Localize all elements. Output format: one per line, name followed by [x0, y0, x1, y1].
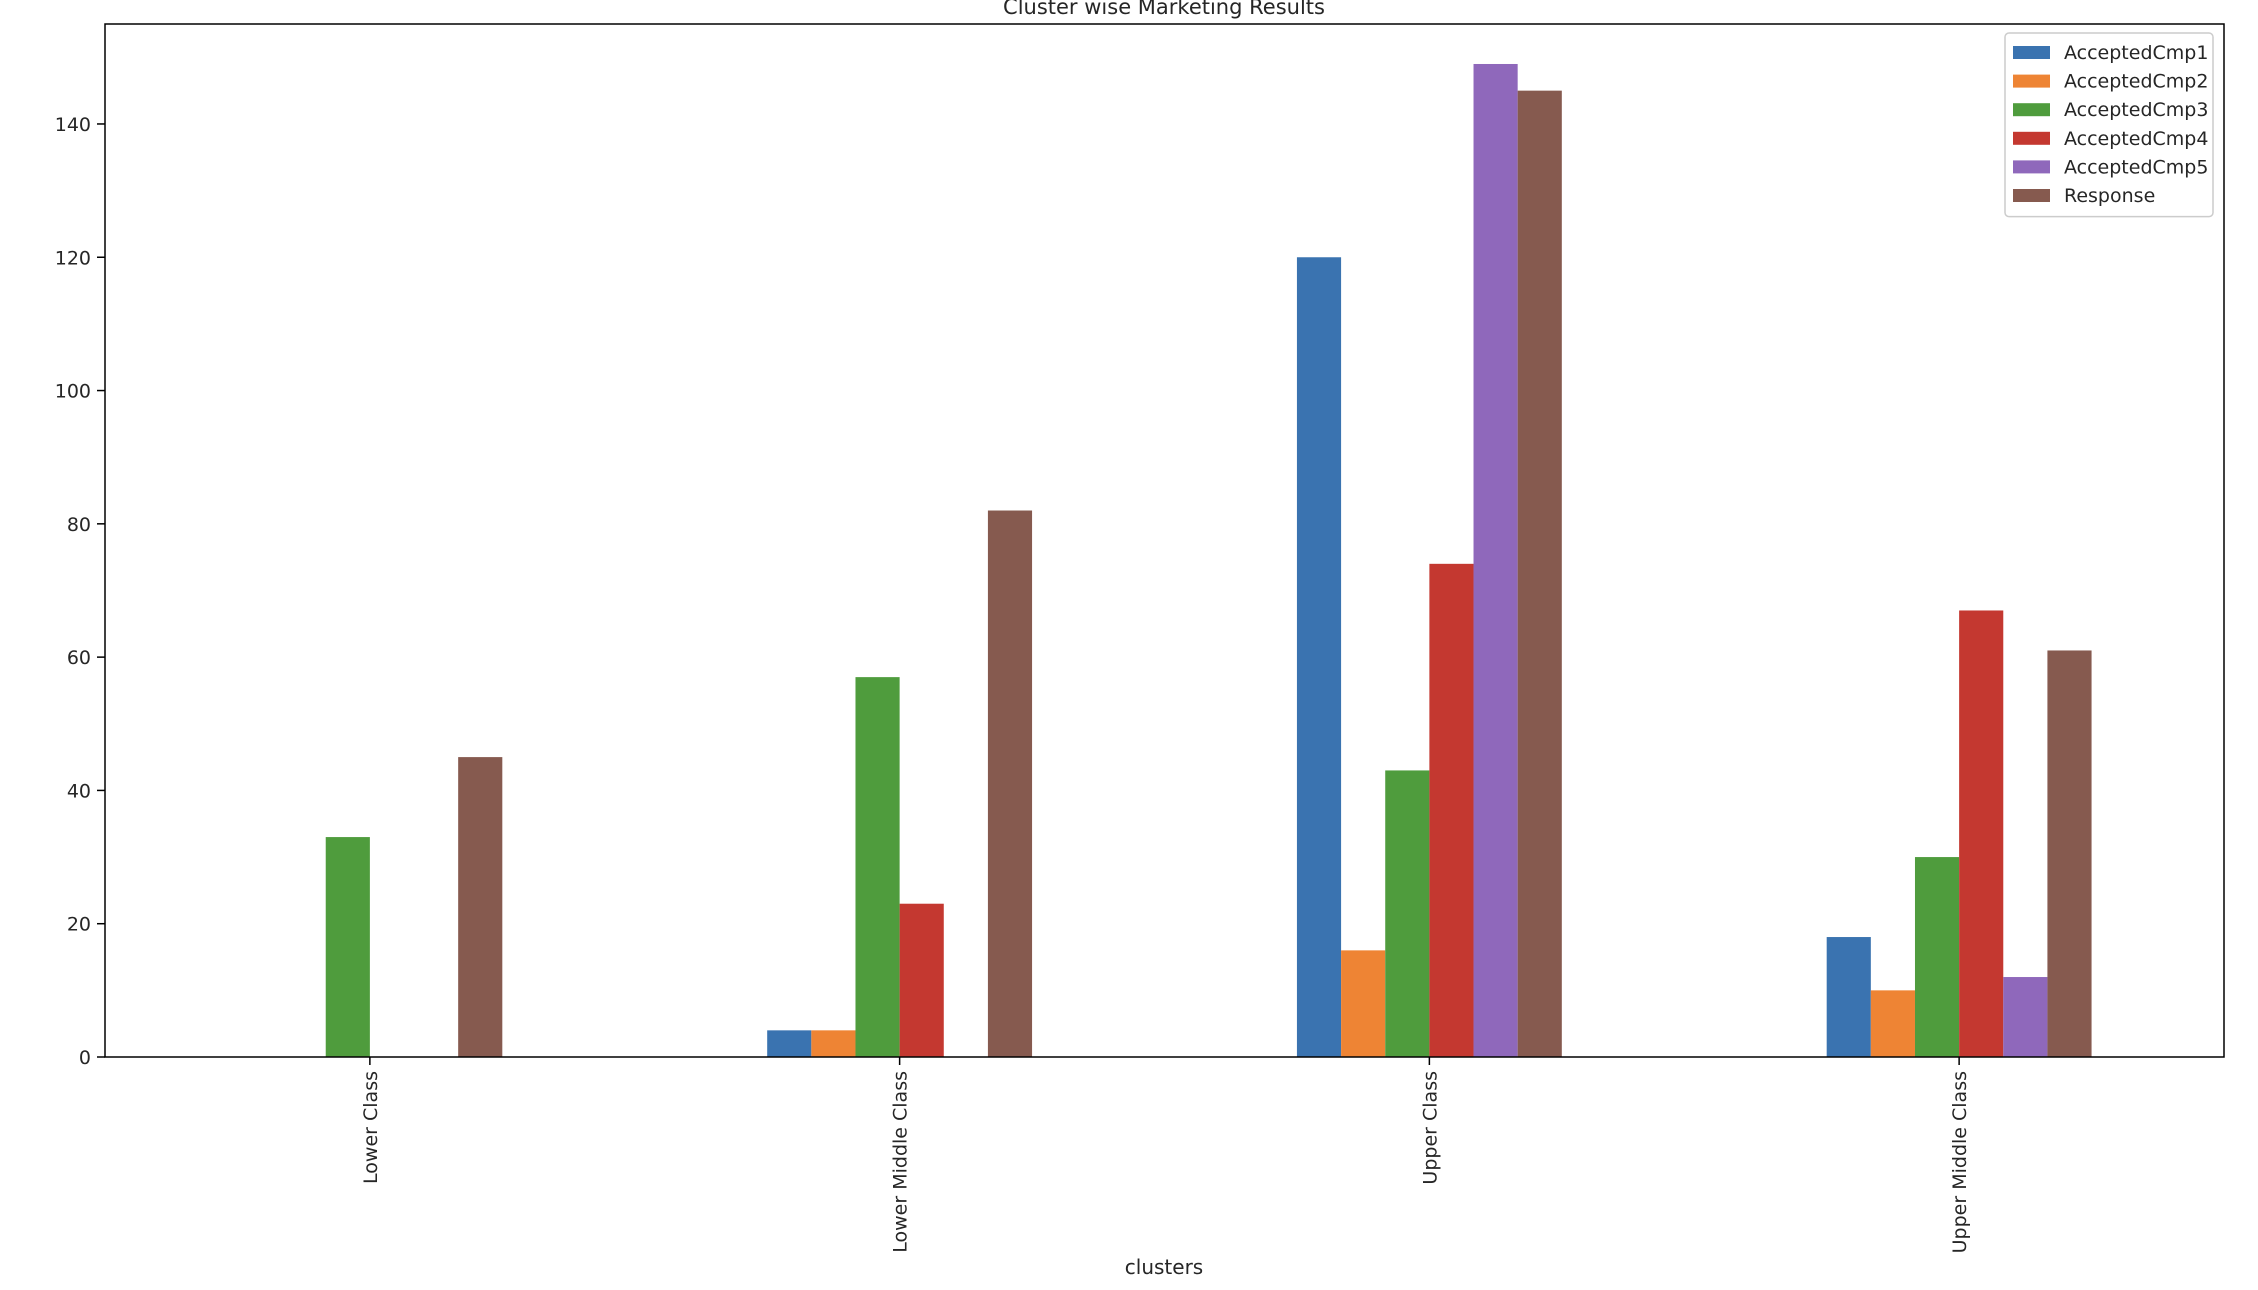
x-axis: Lower Class Lower Middle Class Upper Class… — [360, 1057, 1971, 1253]
x-tick-label: Upper Class — [1419, 1071, 1441, 1185]
x-tick-label: Upper Middle Class — [1949, 1071, 1971, 1253]
y-tick-label: 100 — [55, 381, 91, 403]
bar-response-1 — [987, 510, 1033, 1058]
plot-frame — [104, 23, 2225, 1058]
chart-title: Cluster wise Marketing Results — [1003, 0, 1325, 19]
legend-swatch — [2013, 160, 2050, 174]
legend-swatch — [2013, 74, 2050, 88]
y-tick-label: 0 — [79, 1047, 91, 1069]
x-tick-label: Lower Middle Class — [890, 1071, 912, 1253]
legend-label: AcceptedCmp2 — [2064, 71, 2208, 93]
x-tick-label: Lower Class — [360, 1071, 382, 1184]
bar-acceptedcmp2-1 — [811, 1030, 856, 1057]
legend-box — [2004, 32, 2214, 218]
legend-swatch — [2013, 131, 2050, 145]
y-tick-label: 120 — [55, 247, 91, 269]
y-axis: 0 20 40 60 80 100 120 140 — [55, 114, 105, 1069]
x-axis-label: clusters — [1125, 1255, 1203, 1279]
bar-acceptedcmp5-3 — [2003, 977, 2048, 1057]
bar-acceptedcmp4-3 — [1959, 610, 2004, 1057]
legend: AcceptedCmp1 AcceptedCmp2 AcceptedCmp3 Acce… — [2004, 32, 2214, 218]
bar-acceptedcmp1-1 — [767, 1030, 812, 1057]
bar-response-3 — [2047, 650, 2092, 1057]
bar-acceptedcmp3-2 — [1385, 770, 1430, 1057]
legend-swatch — [2013, 189, 2050, 202]
bar-acceptedcmp2-3 — [1870, 990, 1915, 1057]
y-tick-label: 140 — [55, 114, 91, 136]
y-tick-label: 80 — [67, 514, 91, 536]
bar-acceptedcmp2-2 — [1341, 950, 1386, 1057]
bar-acceptedcmp3-1 — [855, 677, 900, 1057]
y-tick-label: 60 — [67, 647, 91, 669]
bar-acceptedcmp4-1 — [899, 903, 944, 1057]
bar-acceptedcmp3-0 — [325, 837, 370, 1057]
bar-response-2 — [1517, 90, 1562, 1058]
bar-response-0 — [458, 757, 503, 1057]
legend-label: AcceptedCmp5 — [2064, 156, 2208, 178]
legend-label: AcceptedCmp3 — [2064, 99, 2208, 121]
y-tick-label: 20 — [67, 914, 91, 936]
legend-swatch — [2013, 46, 2050, 59]
legend-swatch — [2013, 103, 2050, 117]
bar-acceptedcmp4-2 — [1429, 563, 1474, 1057]
legend-label: AcceptedCmp1 — [2064, 42, 2208, 64]
legend-label: AcceptedCmp4 — [2064, 128, 2208, 150]
bar-acceptedcmp1-3 — [1826, 937, 1871, 1057]
bars-group — [325, 63, 2092, 1058]
legend-label: Response — [2064, 185, 2155, 207]
y-tick-label: 40 — [67, 780, 91, 802]
bar-acceptedcmp5-2 — [1473, 63, 1518, 1057]
bar-acceptedcmp3-3 — [1914, 857, 1960, 1057]
bar-acceptedcmp1-2 — [1296, 257, 1342, 1057]
